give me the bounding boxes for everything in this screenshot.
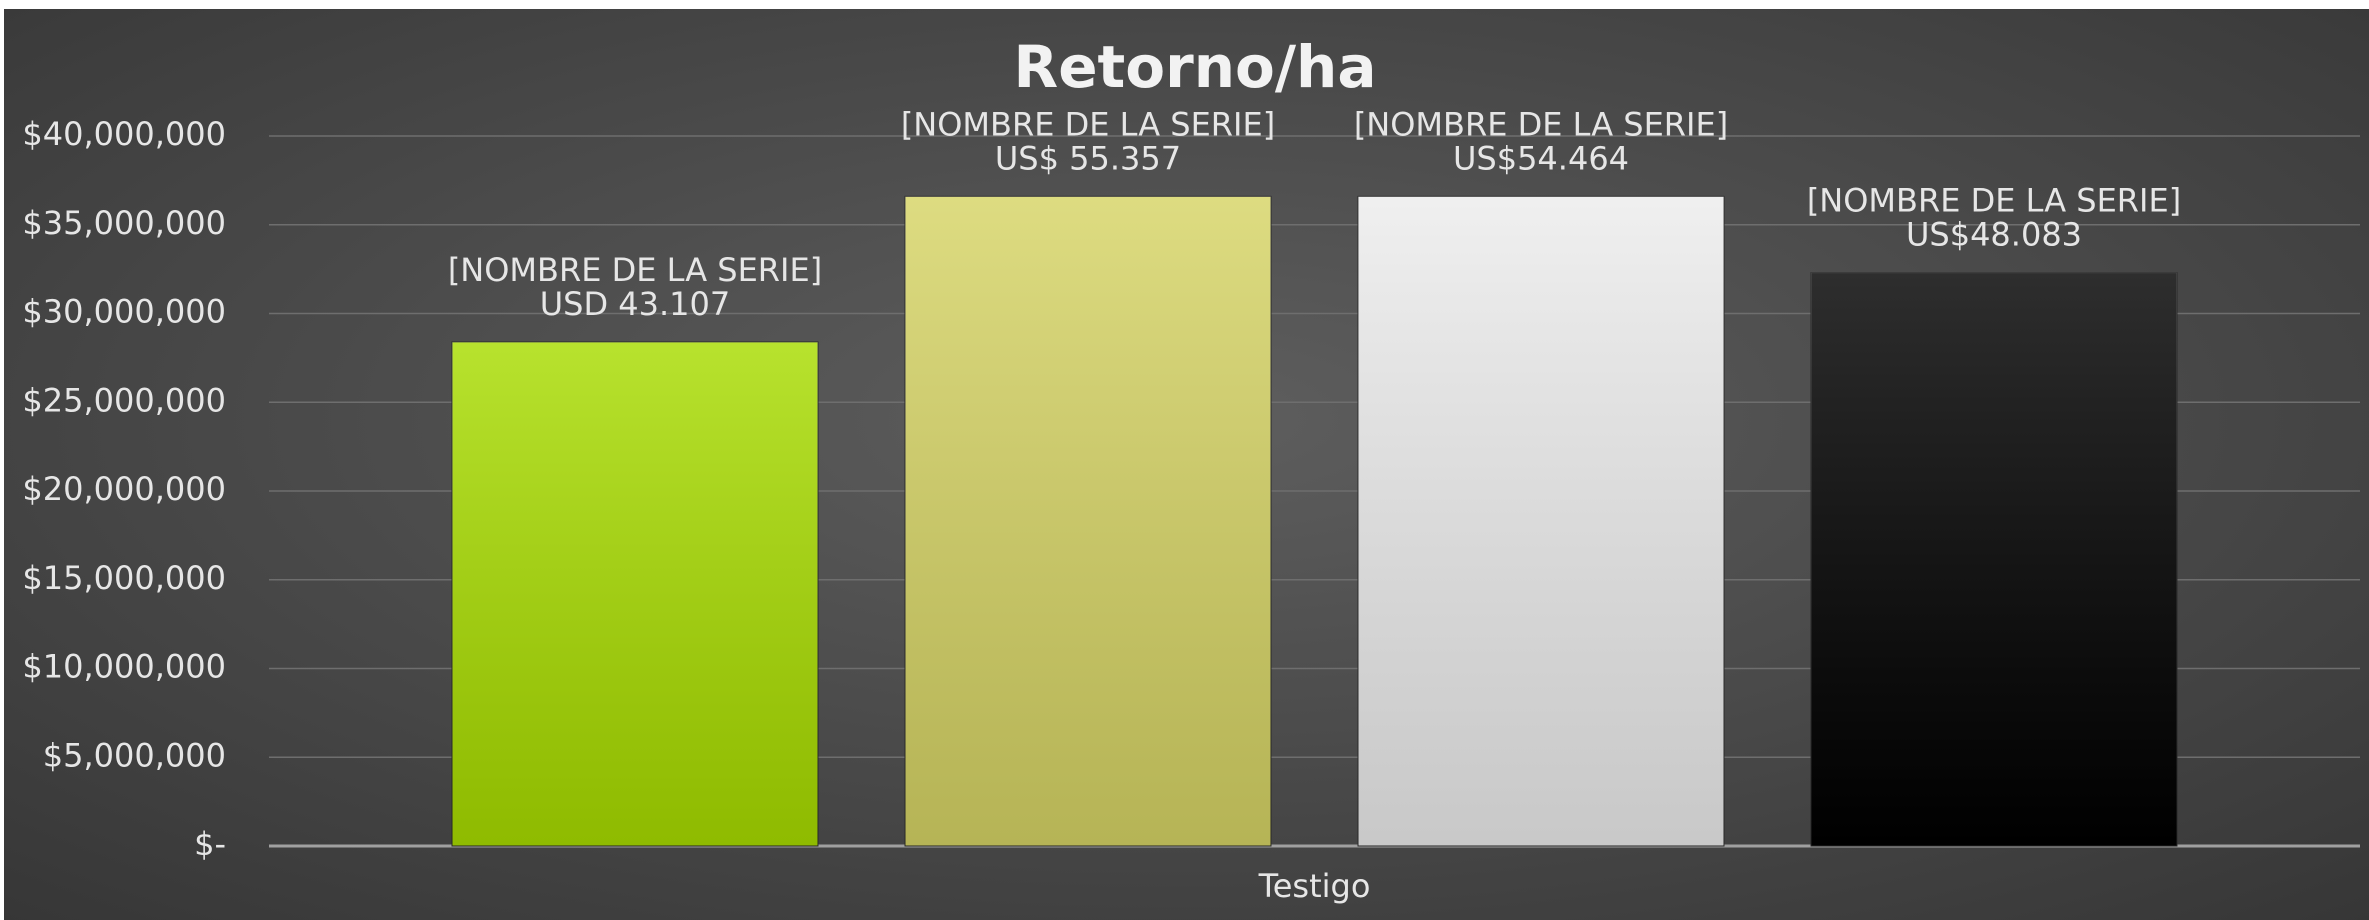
y-tick-label: $10,000,000 xyxy=(22,648,226,686)
y-tick-label: $30,000,000 xyxy=(22,293,226,331)
data-label-value: US$ 55.357 xyxy=(995,139,1181,177)
data-label-name: [NOMBRE DE LA SERIE] xyxy=(448,251,822,289)
data-label-name: [NOMBRE DE LA SERIE] xyxy=(901,105,1275,143)
data-label-value: US$48.083 xyxy=(1906,216,2082,254)
y-tick-label: $15,000,000 xyxy=(22,559,226,597)
y-tick-label: $35,000,000 xyxy=(22,204,226,242)
y-tick-label: $20,000,000 xyxy=(22,470,226,508)
x-tick-label: Testigo xyxy=(1258,867,1371,905)
y-tick-label: $- xyxy=(194,825,226,863)
data-label-name: [NOMBRE DE LA SERIE] xyxy=(1354,105,1728,143)
chart-title: Retorno/ha xyxy=(1014,33,1377,101)
data-label-value: USD 43.107 xyxy=(540,285,731,323)
data-label-value: US$54.464 xyxy=(1453,139,1629,177)
y-tick-label: $25,000,000 xyxy=(22,381,226,419)
bar-shading xyxy=(1811,272,2177,846)
bar-shading xyxy=(905,196,1271,847)
bar-shading xyxy=(452,341,818,846)
y-tick-label: $5,000,000 xyxy=(43,736,226,774)
data-label-name: [NOMBRE DE LA SERIE] xyxy=(1807,182,2181,220)
y-tick-label: $40,000,000 xyxy=(22,115,226,153)
bar-shading xyxy=(1358,196,1724,847)
